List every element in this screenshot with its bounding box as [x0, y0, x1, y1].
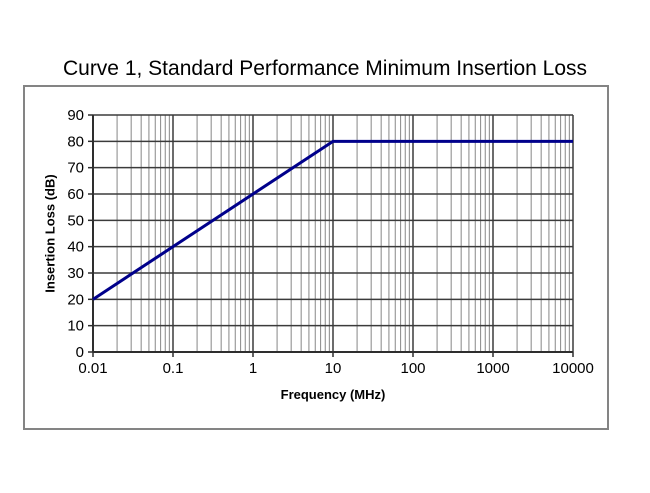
chart-title: Curve 1, Standard Performance Minimum In… — [62, 57, 588, 80]
y-axis-title-text: Insertion Loss (dB) — [42, 174, 58, 293]
y-tick-label: 20 — [67, 291, 84, 308]
y-tick-label: 30 — [67, 265, 84, 282]
x-tick-label: 1000 — [476, 360, 509, 377]
chart-frame: 0 10 20 30 40 50 60 70 80 90 0.01 0.1 1 10 100 1000 1000… — [23, 85, 609, 430]
y-tick-label: 50 — [67, 212, 84, 229]
y-tick-label: 40 — [67, 239, 84, 256]
x-tick-label: 10 — [325, 360, 342, 377]
x-tick-label: 1 — [249, 360, 257, 377]
x-tick-label: 0.1 — [163, 360, 184, 377]
y-tick-label: 70 — [67, 160, 84, 177]
x-tick-label: 10000 — [552, 360, 594, 377]
x-tick-label: 100 — [400, 360, 425, 377]
y-axis-title: Insertion Loss (dB) — [41, 115, 59, 352]
y-tick-label: 10 — [67, 318, 84, 335]
x-tick-label: 0.01 — [78, 360, 107, 377]
plot-area: 0 10 20 30 40 50 60 70 80 90 0.01 0.1 1 10 100 1000 1000… — [67, 107, 594, 377]
y-tick-label: 60 — [67, 186, 84, 203]
x-axis-title: Frequency (MHz) — [280, 387, 386, 402]
y-tick-label: 90 — [67, 107, 84, 124]
y-tick-label: 80 — [67, 133, 84, 150]
series-curve — [92, 139, 573, 301]
y-tick-label: 0 — [76, 344, 84, 361]
